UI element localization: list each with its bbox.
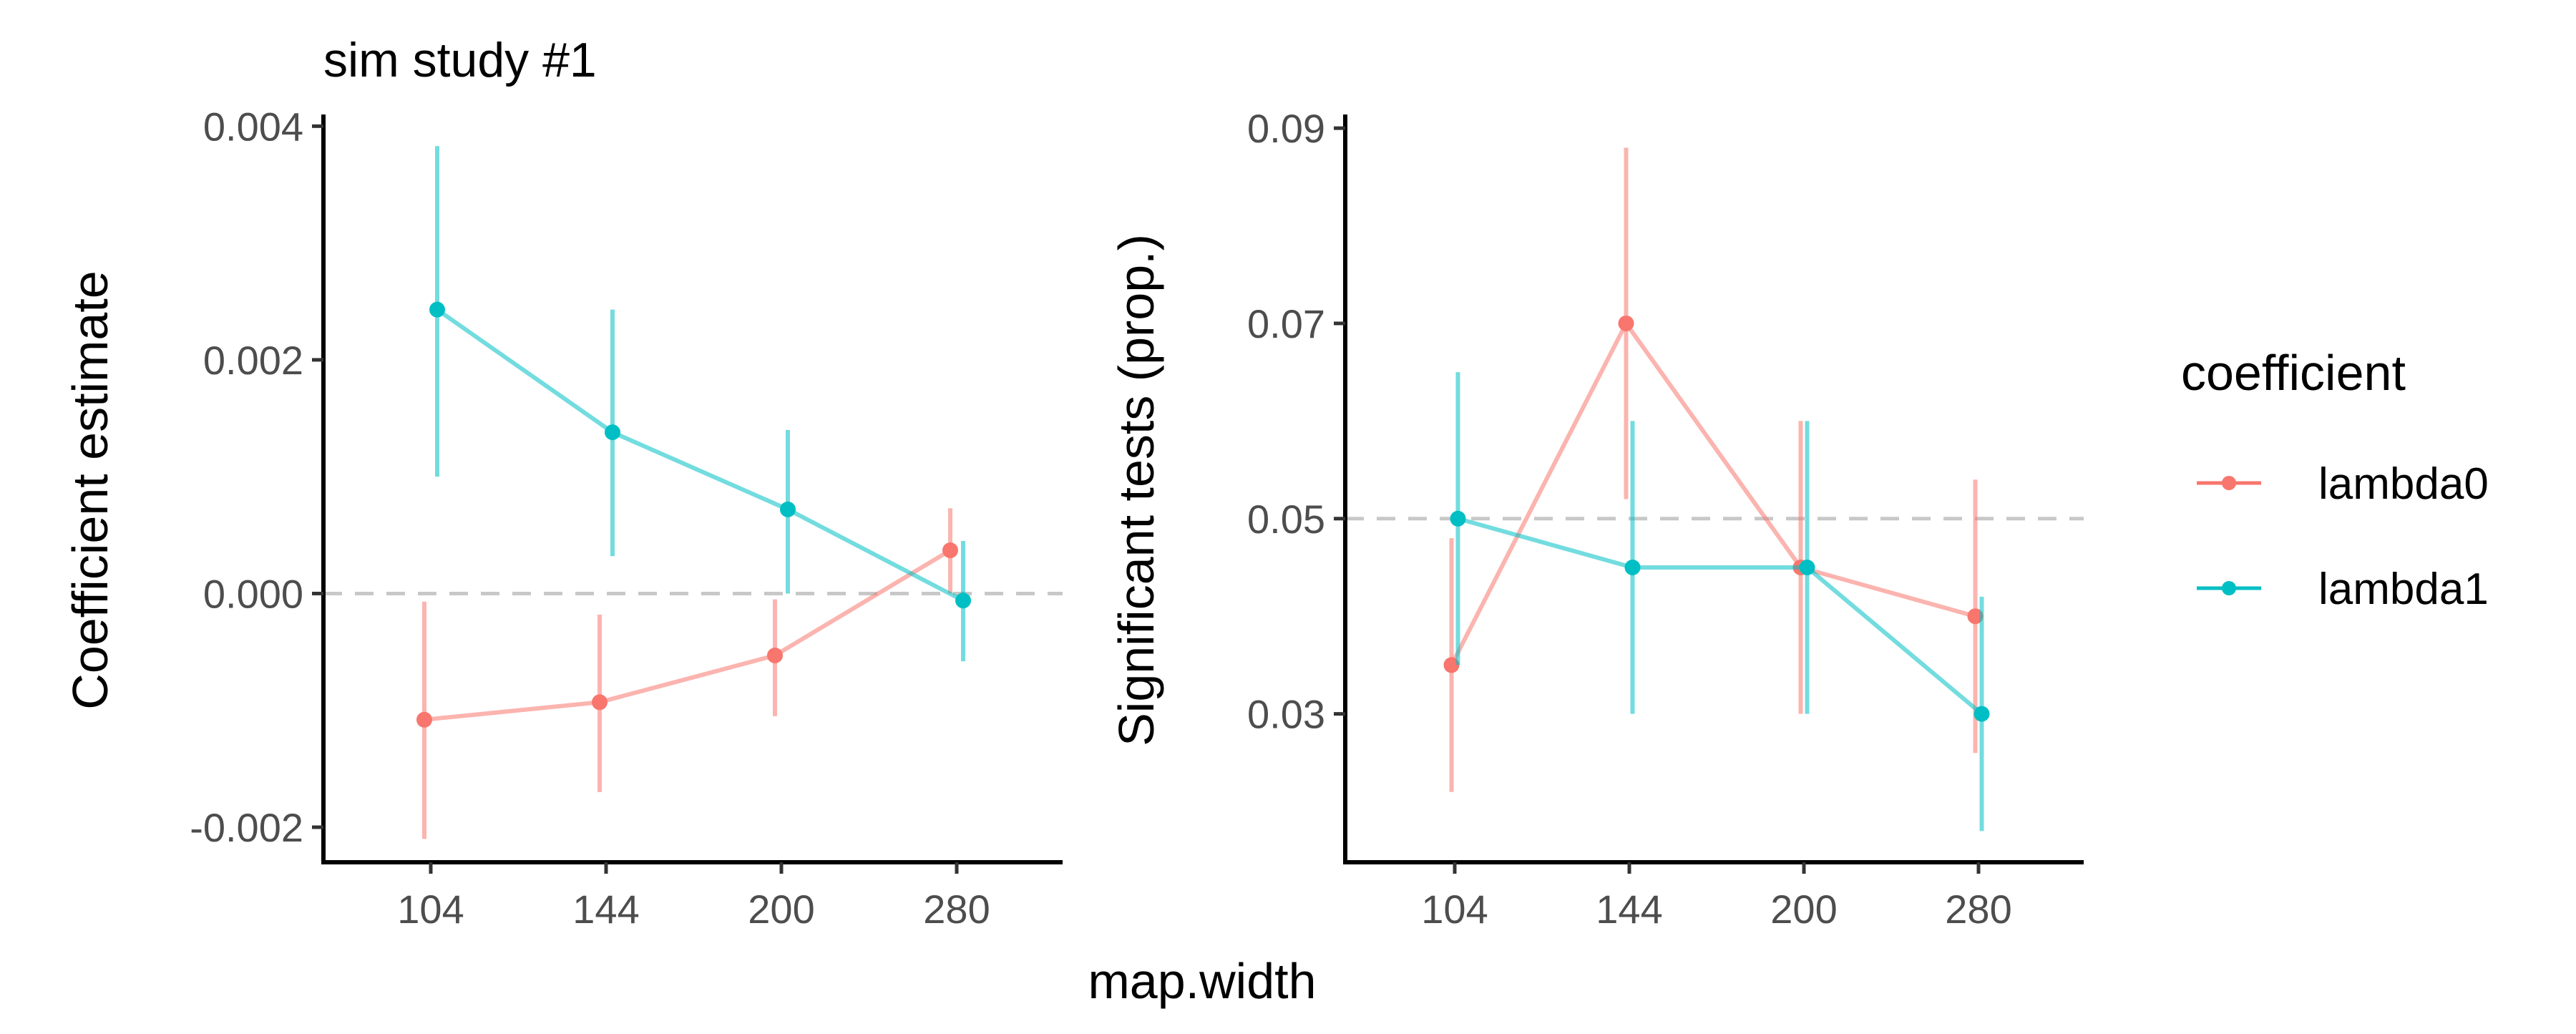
data-point-lambda1 [605, 424, 620, 441]
plot-area-left: -0.002 0.000 0.002 0.004 104 144 200 280 [190, 104, 1063, 932]
legend-label-lambda0: lambda0 [2318, 459, 2489, 509]
data-point-lambda0 [1618, 315, 1634, 331]
data-point-lambda0 [767, 647, 783, 663]
data-point-lambda1 [1450, 510, 1466, 527]
chart-title: sim study #1 [323, 33, 597, 87]
legend: coefficient lambda0 lambda1 [2181, 345, 2489, 614]
legend-item-lambda0: lambda0 [2197, 459, 2489, 509]
data-point-lambda1 [1974, 706, 1990, 722]
data-point-lambda1 [955, 592, 971, 609]
data-point-lambda0 [416, 711, 432, 728]
panel-significant-tests: Significant tests (prop.) 0.030.050.070.… [1108, 106, 2084, 932]
legend-key-dot-lambda0 [2222, 476, 2236, 490]
legend-title: coefficient [2181, 345, 2406, 401]
data-point-lambda1 [1624, 560, 1641, 576]
y-tick-label: 0.03 [1247, 692, 1325, 737]
x-tick-label: 280 [923, 887, 990, 932]
y-tick-label: 0.004 [203, 104, 303, 149]
x-tick-label: 200 [748, 887, 814, 932]
y-tick-label: 0.05 [1247, 497, 1325, 542]
y-tick-label: 0.07 [1247, 301, 1325, 346]
x-tick-label: 200 [1770, 887, 1837, 932]
x-tick-label: 144 [572, 887, 639, 932]
data-point-lambda0 [1967, 608, 1984, 625]
series-line-lambda1 [1457, 516, 1984, 716]
series-line-lambda0 [424, 548, 952, 722]
data-point-lambda1 [429, 301, 445, 318]
data-point-lambda1 [780, 501, 796, 517]
legend-label-lambda1: lambda1 [2318, 565, 2489, 614]
y-tick-label: -0.002 [190, 805, 303, 850]
panel-coefficient-estimate: sim study #1 Coefficient estimate -0.002… [62, 33, 1063, 932]
x-tick-label: 280 [1945, 887, 2011, 932]
x-tick-label: 104 [1421, 887, 1488, 932]
y-tick-label: 0.000 [203, 571, 303, 616]
x-tick-label: 104 [397, 887, 464, 932]
x-tick-label: 144 [1596, 887, 1662, 932]
x-axis-title: map.width [1088, 953, 1316, 1009]
data-point-lambda0 [942, 542, 958, 559]
legend-key-dot-lambda1 [2222, 581, 2236, 595]
legend-item-lambda1: lambda1 [2197, 565, 2489, 614]
y-tick-label: 0.002 [203, 338, 303, 383]
data-point-lambda1 [1799, 560, 1815, 576]
plot-area-right: 0.03 0.05 0.07 0.09 104 144 200 280 [1247, 106, 2084, 932]
y-axis-title-right: Significant tests (prop.) [1108, 234, 1164, 746]
series-line-lambda0 [1449, 319, 1976, 666]
data-point-lambda0 [1443, 657, 1460, 673]
y-tick-label: 0.09 [1247, 106, 1325, 151]
series-line-lambda1 [436, 308, 965, 603]
y-axis-title-left: Coefficient estimate [62, 270, 118, 709]
data-point-lambda0 [592, 694, 608, 711]
